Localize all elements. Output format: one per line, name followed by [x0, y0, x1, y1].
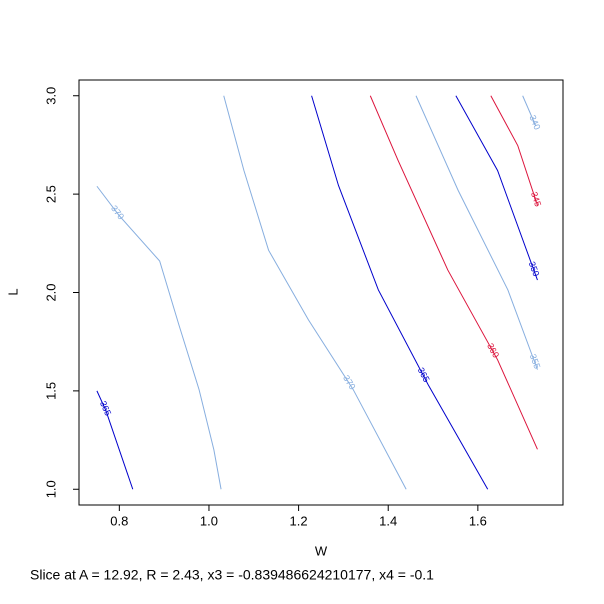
contour-line — [223, 95, 407, 490]
y-tick-label: 2.5 — [43, 185, 58, 203]
y-tick-label: 1.5 — [43, 382, 58, 400]
contour-line — [96, 390, 134, 490]
contour-label: 345 — [529, 190, 543, 207]
contour-label: 355 — [528, 353, 543, 371]
contour-line — [311, 95, 489, 490]
contour-label: 365 — [98, 399, 113, 417]
x-tick-label: 1.0 — [200, 513, 218, 528]
y-tick-label: 2.0 — [43, 283, 58, 301]
y-tick-label: 1.0 — [43, 480, 58, 498]
x-tick-label: 1.6 — [469, 513, 487, 528]
contour-label: 365 — [416, 366, 432, 384]
x-tick-label: 1.4 — [379, 513, 397, 528]
contour-line — [455, 95, 538, 281]
contour-line — [522, 95, 537, 126]
x-axis-label: W — [315, 543, 328, 558]
contour-line — [490, 95, 538, 206]
plot-box — [78, 79, 564, 506]
contour-label: 370 — [341, 373, 358, 391]
contour-line — [369, 95, 538, 450]
subtitle: Slice at A = 12.92, R = 2.43, x3 = -0.83… — [30, 567, 434, 583]
y-tick-label: 3.0 — [43, 87, 58, 105]
y-axis-label: L — [5, 288, 20, 295]
x-tick-label: 0.8 — [110, 513, 128, 528]
x-tick-label: 1.2 — [290, 513, 308, 528]
contour-line — [96, 185, 222, 490]
contour-label: 340 — [527, 114, 542, 132]
contour-line — [415, 95, 538, 370]
contour-label: 350 — [527, 260, 542, 278]
contour-label: 360 — [485, 342, 501, 360]
